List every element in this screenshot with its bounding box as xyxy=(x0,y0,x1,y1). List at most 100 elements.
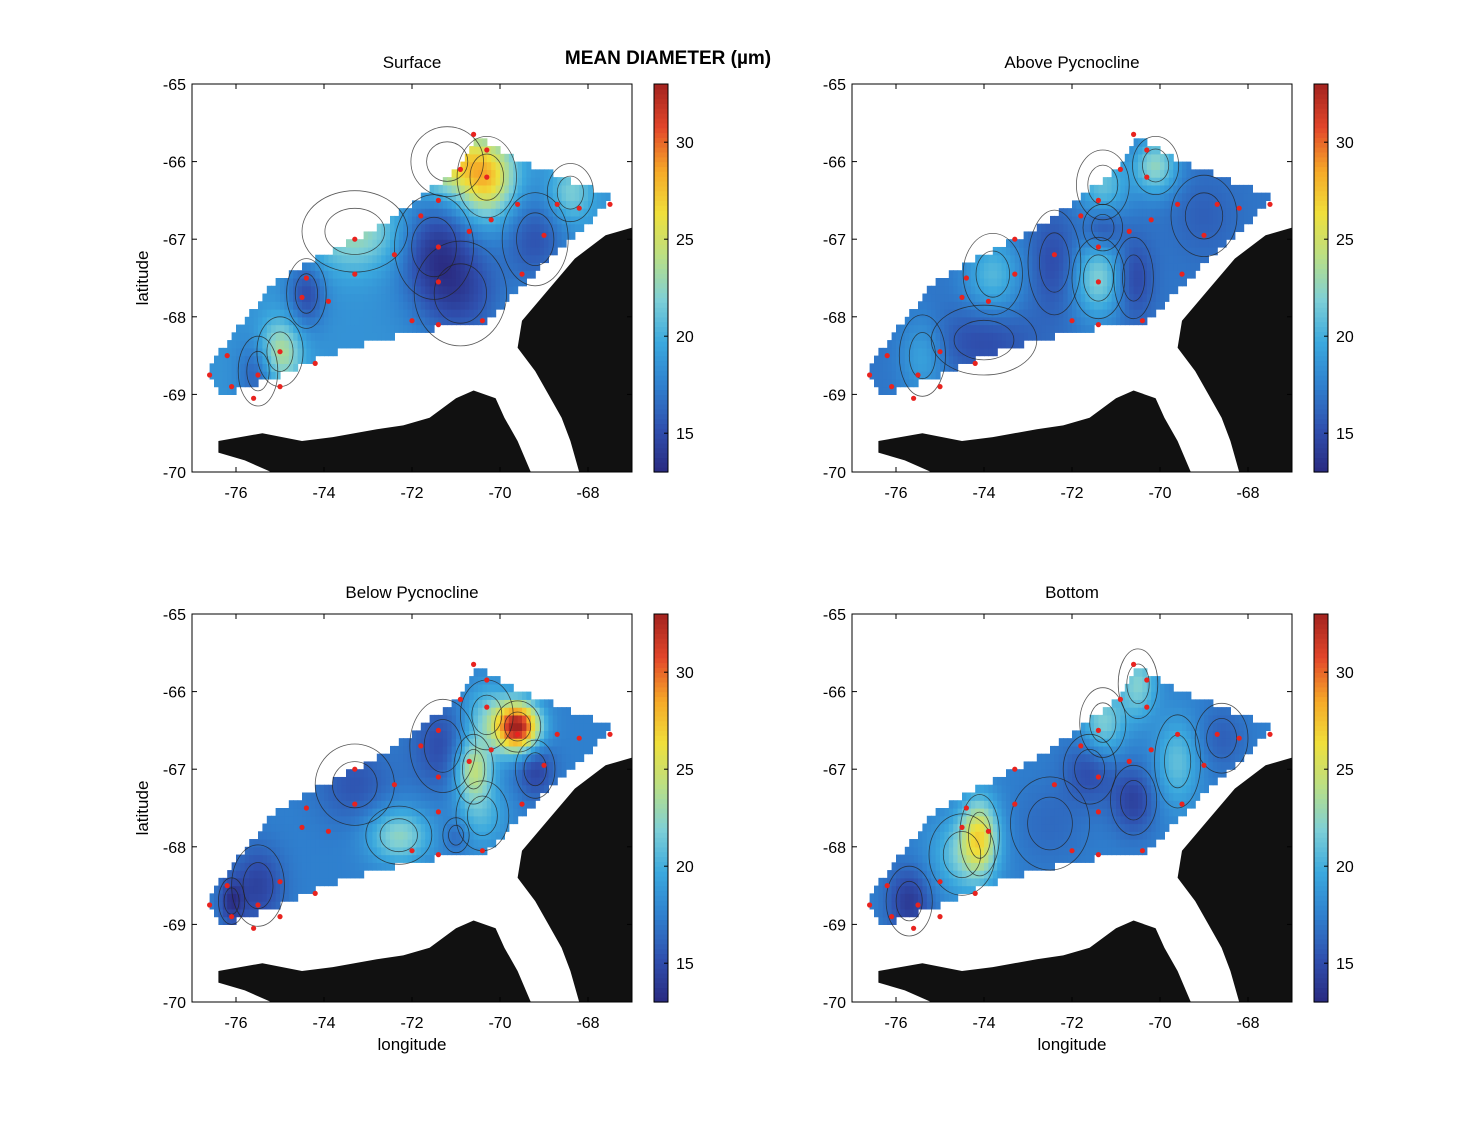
panel4-field-cell xyxy=(1098,823,1104,832)
panel1-field-cell xyxy=(451,278,457,287)
panel4-field-cell xyxy=(1124,761,1130,770)
panel2-field-cell xyxy=(1089,246,1095,256)
panel1-field-cell xyxy=(359,285,365,295)
panel3-field-cell xyxy=(548,776,554,786)
panel1-field-cell xyxy=(447,184,453,194)
panel1-field-cell xyxy=(407,223,413,233)
panel1-field-cell xyxy=(500,301,505,310)
panel1-field-cell xyxy=(469,316,475,326)
panel4-field-cell xyxy=(1019,846,1025,856)
panel3-field-cell xyxy=(539,776,545,786)
panel1-field-cell xyxy=(473,177,479,186)
panel2-field-cell xyxy=(1173,192,1179,201)
panel2-field-cell xyxy=(1028,301,1033,310)
panel3-colorbar-frame xyxy=(653,613,669,1003)
panel3-field-cell xyxy=(363,823,369,832)
panel3-field-cell xyxy=(403,753,409,763)
panel3-field-cell xyxy=(319,877,325,887)
panel1-field-cell xyxy=(469,293,475,302)
panel3-colorbar-segment xyxy=(654,827,668,833)
panel3-field-cell xyxy=(328,862,334,871)
panel2-station-marker xyxy=(1095,322,1101,328)
panel3-field-cell xyxy=(495,745,501,755)
panel2-field-cell xyxy=(957,278,963,287)
panel3-field-cell xyxy=(258,870,263,879)
panel3-field-cell xyxy=(447,745,453,755)
panel3-field-cell xyxy=(530,714,536,724)
panel4-field-cell xyxy=(1080,800,1086,809)
panel1-field-cell xyxy=(394,270,400,279)
panel4-field-cell xyxy=(1063,769,1069,778)
panel2-field-cell xyxy=(913,332,919,341)
panel2-field-cell xyxy=(944,316,950,326)
panel2-field-cell xyxy=(1173,223,1179,233)
panel3-field-cell xyxy=(535,761,541,770)
panel4-field-cell xyxy=(1072,753,1077,763)
panel4-field-cell xyxy=(1124,738,1130,747)
panel1-field-cell xyxy=(341,278,347,287)
panel4-field-cell xyxy=(1080,730,1086,739)
panel1-field-cell xyxy=(420,316,426,326)
panel3-field-cell xyxy=(478,823,483,832)
panel1-field-cell xyxy=(350,332,356,341)
panel2-field-cell xyxy=(1089,239,1095,248)
panel4-field-cell xyxy=(984,862,989,871)
panel1-field-cell xyxy=(425,262,431,271)
panel4-field-cell xyxy=(944,862,950,871)
panel3-field-cell xyxy=(495,784,501,794)
panel3-field-cell xyxy=(266,885,272,894)
panel1-field-cell xyxy=(368,262,373,271)
panel1-field-cell xyxy=(491,146,497,155)
panel1-field-cell xyxy=(478,200,483,209)
panel4-field-cell xyxy=(944,854,950,863)
panel1-field-cell xyxy=(469,153,475,163)
panel2-field-cell xyxy=(918,355,923,364)
panel1-colorbar-segment xyxy=(654,447,668,454)
panel2-field-cell xyxy=(1032,231,1038,240)
panel4-field-cell xyxy=(944,877,950,887)
panel1-field-cell xyxy=(500,262,505,271)
panel3-field-cell xyxy=(473,792,479,801)
panel4-field-cell xyxy=(992,862,998,871)
panel3-field-cell xyxy=(407,839,413,848)
panel2-field-cell xyxy=(1102,301,1108,310)
panel3-field-cell xyxy=(456,761,461,770)
panel4-field-cell xyxy=(931,870,937,879)
panel1-colorbar-segment xyxy=(654,418,668,425)
panel3-field-cell xyxy=(262,823,268,832)
panel2-field-cell xyxy=(1076,262,1082,271)
panel4-field-cell xyxy=(1116,831,1121,840)
panel3-field-cell xyxy=(412,823,417,832)
panel2-field-cell xyxy=(975,285,981,295)
panel2-field-cell xyxy=(966,285,972,295)
panel1-field-cell xyxy=(504,270,510,279)
panel3-field-cell xyxy=(464,823,470,832)
panel2-field-cell xyxy=(997,270,1003,279)
panel3-field-cell xyxy=(297,815,303,825)
panel3-field-cell xyxy=(420,808,426,817)
panel2-field-cell xyxy=(1177,231,1183,240)
panel3-field-cell xyxy=(469,738,475,747)
panel2-field-cell xyxy=(1164,293,1170,302)
panel2-colorbar-segment xyxy=(1314,166,1328,172)
panel3-field-cell xyxy=(354,769,360,778)
panel1-field-cell xyxy=(398,223,404,233)
panel3-colorbar-segment xyxy=(654,677,668,683)
panel1-field-cell xyxy=(354,278,360,287)
panel2-field-cell xyxy=(1142,301,1148,310)
panel2-field-cell xyxy=(1230,208,1236,217)
panel1-field-cell xyxy=(280,332,285,341)
panel4-field-cell xyxy=(935,885,941,894)
panel1-field-cell xyxy=(293,347,299,357)
panel1-field-cell xyxy=(368,316,373,326)
panel1-field-cell xyxy=(438,301,444,310)
panel1-field-cell xyxy=(385,231,391,240)
panel2-field-cell xyxy=(1212,239,1218,248)
panel1-field-cell xyxy=(403,324,409,333)
panel4-field-cell xyxy=(970,815,976,825)
panel1-field-cell xyxy=(416,215,422,225)
panel3-field-cell xyxy=(280,815,285,825)
panel3-field-cell xyxy=(346,792,351,801)
panel4-field-cell xyxy=(1050,815,1055,825)
panel3-field-cell xyxy=(288,854,294,863)
